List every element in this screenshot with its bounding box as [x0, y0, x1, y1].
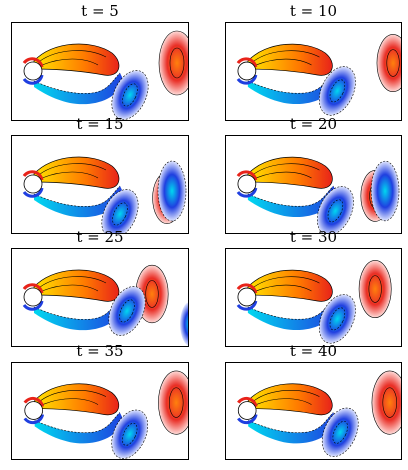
panel-title: t = 5 [81, 2, 119, 20]
vorticity-plot [236, 156, 400, 233]
vorticity-field [225, 362, 402, 460]
panel-title: t = 10 [289, 2, 338, 20]
vorticity-field [225, 248, 402, 347]
panel-title: t = 15 [76, 115, 124, 133]
vorticity-plot [236, 260, 392, 344]
vorticity-field [11, 248, 189, 347]
vorticity-field [11, 135, 189, 234]
vorticity-field [225, 22, 402, 121]
panel-t20: t = 20 [225, 115, 402, 234]
vorticity-plot [23, 370, 188, 459]
panel-t25: t = 25 [11, 228, 189, 347]
panel-t15: t = 15 [11, 115, 189, 234]
panel-t30: t = 30 [225, 228, 402, 347]
panel-title: t = 40 [289, 342, 338, 360]
vorticity-plot [236, 34, 401, 116]
panel-t10: t = 10 [225, 2, 402, 121]
panel-t40: t = 40 [225, 342, 402, 460]
panel-t35: t = 35 [11, 342, 189, 460]
vorticity-plot [22, 30, 188, 120]
vorticity-field [225, 135, 402, 234]
vorticity-field [11, 22, 189, 121]
panel-title: t = 35 [76, 342, 124, 360]
panel-title: t = 20 [289, 115, 338, 133]
vorticity-field [11, 362, 189, 460]
panel-t5: t = 5 [11, 2, 189, 121]
panel-title: t = 30 [289, 228, 338, 246]
vorticity-plot [22, 156, 187, 233]
vorticity-plot [237, 370, 401, 457]
vorticity-plot [22, 264, 188, 346]
panel-title: t = 25 [76, 228, 124, 246]
